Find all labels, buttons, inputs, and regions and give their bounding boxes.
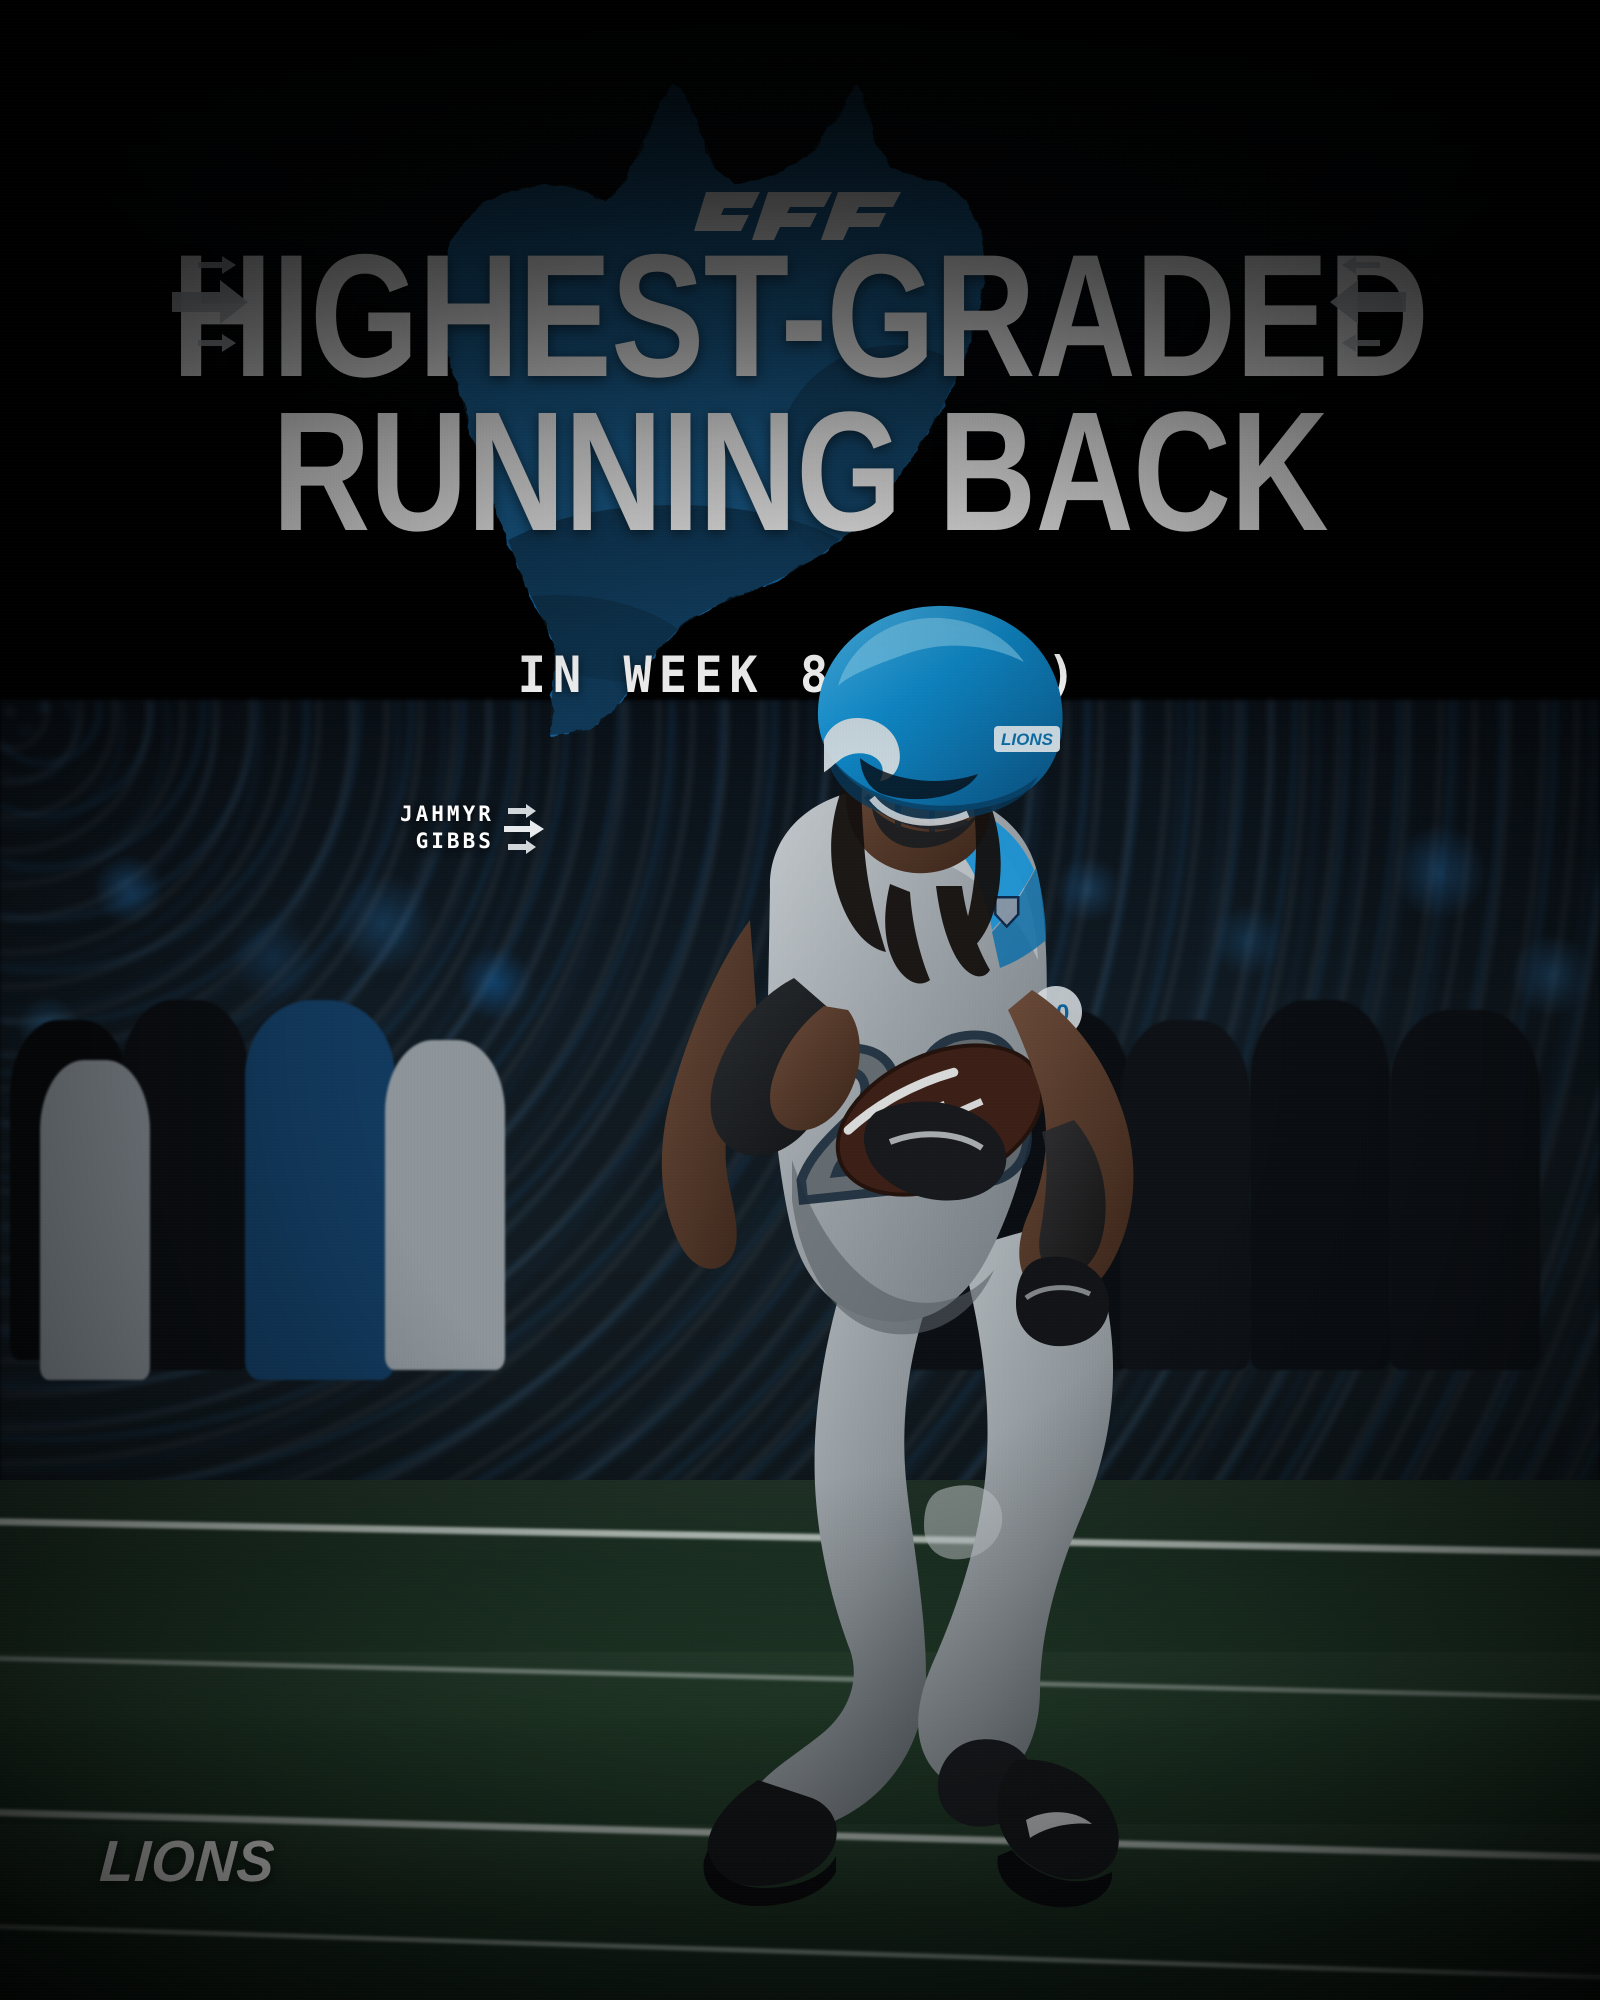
helmet-wordmark: LIONS: [1001, 730, 1054, 749]
decor-arrows-right: [1320, 240, 1410, 370]
sideline-figure: [1390, 1010, 1540, 1370]
sideline-figure: [40, 1060, 150, 1380]
arrow-left-icon: [1330, 256, 1406, 352]
sideline-figure: [245, 1000, 395, 1380]
headline-line-2: RUNNING BACK: [272, 376, 1328, 567]
headline-line-1: HIGHEST-GRADED: [171, 219, 1429, 414]
player-figure: 90 26: [420, 560, 1180, 1960]
decor-arrows-left: [168, 240, 258, 370]
team-wordmark: LIONS: [97, 1829, 278, 1894]
sideline-figure: [1250, 1000, 1390, 1370]
arrow-right-icon: [172, 256, 248, 352]
